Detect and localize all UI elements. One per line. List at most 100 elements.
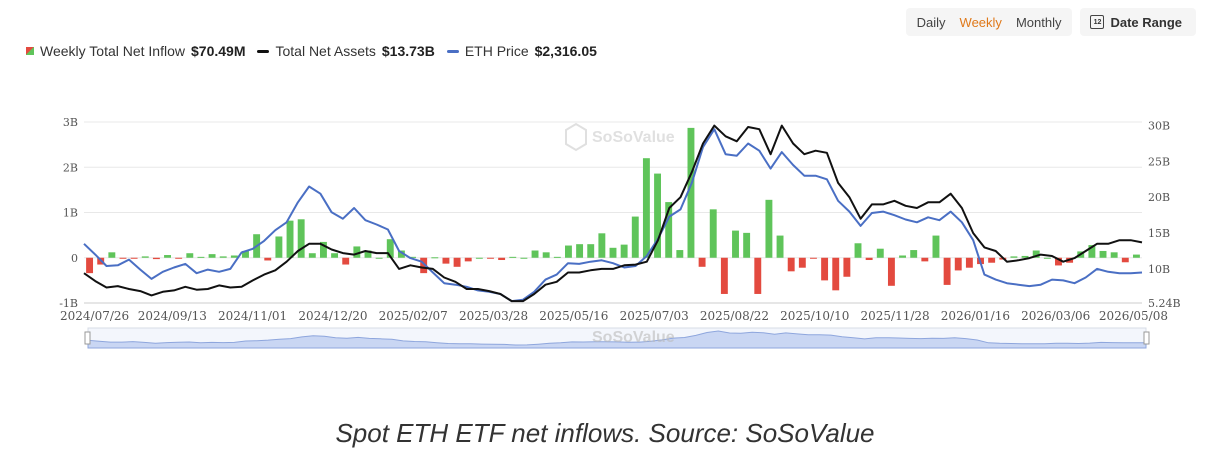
- inflow-bar: [130, 257, 138, 259]
- inflow-bar: [431, 257, 439, 259]
- inflow-bar: [331, 253, 339, 258]
- inflow-bar: [698, 257, 706, 267]
- eth-price-line: [83, 128, 1143, 303]
- legend-price-value: $2,316.05: [534, 43, 597, 59]
- inflow-bar: [108, 252, 116, 258]
- calendar-icon: 12: [1090, 15, 1105, 29]
- inflow-bar: [821, 257, 829, 281]
- inflow-bar: [720, 257, 728, 294]
- inflow-bar: [86, 257, 94, 274]
- inflow-bar: [1099, 250, 1107, 258]
- inflow-bar: [631, 216, 639, 258]
- inflow-bar: [587, 244, 595, 258]
- inflow-bar: [453, 257, 461, 267]
- inflow-bar: [297, 219, 305, 258]
- inflow-bar: [553, 256, 561, 258]
- right-tick-label: 5.24B: [1148, 297, 1181, 310]
- inflow-bar: [787, 257, 795, 272]
- right-tick-label: 25B: [1148, 155, 1170, 168]
- inflow-bar: [397, 250, 405, 258]
- x-tick-label: 2025/02/07: [379, 309, 448, 323]
- total-net-assets-line: [83, 124, 1143, 303]
- inflow-bar: [1121, 257, 1129, 263]
- date-range-label: Date Range: [1110, 14, 1182, 30]
- inflow-swatch: [26, 47, 34, 55]
- inflow-bar: [275, 236, 283, 258]
- inflow-bar: [642, 158, 650, 258]
- legend-inflow[interactable]: Weekly Total Net Inflow $70.49M: [26, 43, 245, 59]
- chart-legend: Weekly Total Net Inflow $70.49M Total Ne…: [26, 43, 597, 59]
- inflow-bar: [620, 244, 628, 258]
- legend-assets-value: $13.73B: [381, 43, 435, 59]
- inflow-bar: [965, 257, 973, 268]
- period-toggle: Daily Weekly Monthly: [905, 8, 1073, 36]
- assets-swatch: [257, 49, 270, 53]
- inflow-bar: [676, 250, 684, 258]
- navigator-left-handle: [84, 331, 91, 345]
- inflow-bar: [743, 232, 751, 258]
- left-tick-label: 3B: [63, 116, 78, 129]
- inflow-bar: [687, 127, 695, 258]
- period-monthly[interactable]: Monthly: [1015, 14, 1062, 30]
- watermark-hex: [565, 122, 587, 152]
- navigator-watermark: SoSoValue: [592, 329, 675, 346]
- right-tick-label: 10B: [1148, 263, 1170, 276]
- inflow-bar: [286, 220, 294, 258]
- inflow-bar: [152, 257, 160, 260]
- inflow-bar: [364, 250, 372, 258]
- inflow-bar: [598, 233, 606, 258]
- x-tick-label: 2025/07/03: [620, 309, 689, 323]
- inflow-bar: [1043, 257, 1051, 259]
- navigator-area: [87, 330, 1147, 349]
- legend-assets-label: Total Net Assets: [275, 43, 376, 59]
- inflow-bar: [464, 257, 472, 262]
- inflow-bar: [175, 257, 183, 259]
- inflow-bar: [119, 257, 127, 259]
- inflow-bar: [442, 257, 450, 264]
- period-daily[interactable]: Daily: [916, 14, 946, 30]
- inflow-bar: [342, 257, 350, 265]
- inflow-bar: [921, 257, 929, 262]
- inflow-bar: [1021, 255, 1029, 258]
- chart-controls: Daily Weekly Monthly 12 Date Range: [905, 8, 1196, 36]
- inflow-bar: [887, 257, 895, 286]
- inflow-bar: [876, 248, 884, 258]
- inflow-bar: [565, 245, 572, 258]
- legend-price-label: ETH Price: [464, 43, 529, 59]
- legend-assets[interactable]: Total Net Assets $13.73B: [257, 43, 435, 59]
- legend-price[interactable]: ETH Price $2,316.05: [446, 43, 597, 59]
- watermark-text: SoSoValue: [592, 129, 675, 146]
- inflow-bar: [810, 257, 817, 259]
- x-tick-label: 2024/09/13: [138, 309, 207, 323]
- legend-inflow-label: Weekly Total Net Inflow: [40, 43, 185, 59]
- inflow-bar: [264, 257, 272, 261]
- inflow-bar: [409, 256, 416, 258]
- inflow-bar: [386, 239, 394, 258]
- inflow-bar: [910, 250, 918, 258]
- inflow-bar: [1132, 254, 1140, 258]
- x-tick-label: 2026/05/08: [1099, 309, 1168, 323]
- inflow-bar: [319, 241, 327, 258]
- right-tick-label: 20B: [1148, 191, 1170, 204]
- right-tick-label: 15B: [1148, 227, 1170, 240]
- inflow-bar: [765, 199, 773, 258]
- inflow-bar: [141, 256, 149, 258]
- date-range-button[interactable]: 12 Date Range: [1080, 8, 1196, 36]
- inflow-bar: [609, 247, 617, 258]
- inflow-bar: [186, 253, 194, 258]
- x-tick-label: 2024/12/20: [298, 309, 367, 323]
- inflow-bar: [1055, 257, 1062, 266]
- watermark-logo: SoSoValue: [565, 122, 675, 152]
- figure-caption: Spot ETH ETF net inflows. Source: SoSoVa…: [335, 418, 875, 448]
- period-weekly[interactable]: Weekly: [959, 14, 1002, 30]
- inflow-bar: [542, 252, 550, 258]
- inflow-bar: [531, 250, 539, 258]
- x-tick-label: 2025/08/22: [700, 309, 769, 323]
- right-tick-label: 30B: [1148, 120, 1170, 133]
- left-tick-label: 2B: [63, 161, 78, 174]
- inflow-bar: [943, 257, 951, 285]
- inflow-bar: [954, 257, 962, 271]
- inflow-bar: [308, 253, 316, 258]
- inflow-bar: [197, 256, 205, 258]
- inflow-bar: [520, 257, 528, 259]
